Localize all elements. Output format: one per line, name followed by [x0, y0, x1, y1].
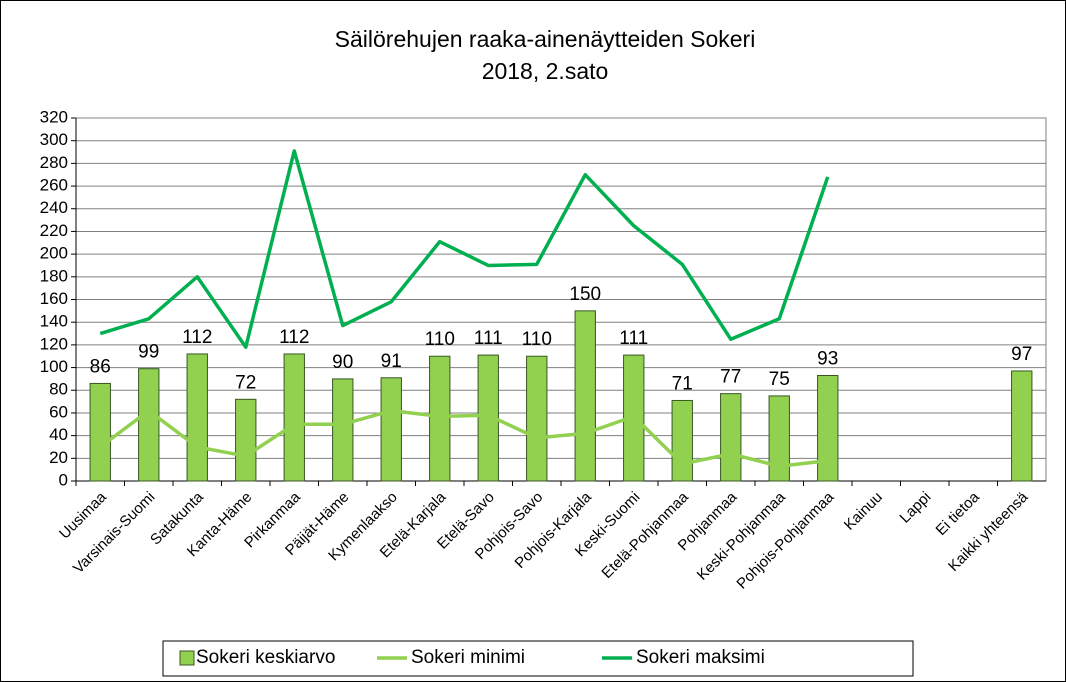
y-tick-label: 280 — [40, 153, 68, 172]
bar — [768, 395, 790, 482]
bar — [429, 355, 451, 482]
data-label: 110 — [522, 329, 552, 350]
bar — [720, 393, 742, 482]
bar — [380, 377, 402, 482]
data-label: 72 — [235, 372, 256, 393]
y-tick-label: 120 — [40, 334, 68, 353]
y-tick-label: 220 — [40, 221, 68, 240]
bar — [332, 378, 354, 482]
y-tick-label: 80 — [49, 380, 68, 399]
legend-label: Sokeri keskiarvo — [196, 647, 335, 668]
data-label: 75 — [769, 369, 790, 390]
bar — [235, 398, 257, 482]
bar — [138, 368, 160, 482]
bar — [671, 399, 693, 482]
data-label: 111 — [474, 328, 503, 349]
bar — [89, 382, 111, 482]
bar — [574, 310, 596, 482]
bar — [817, 375, 839, 482]
data-label: 97 — [1011, 344, 1032, 365]
data-label: 99 — [138, 342, 159, 363]
y-tick-label: 320 — [40, 107, 68, 126]
y-tick-label: 140 — [40, 312, 68, 331]
y-tick-label: 180 — [40, 266, 68, 285]
legend-swatch — [179, 650, 195, 666]
chart-subtitle: 2018, 2.sato — [482, 58, 609, 84]
data-label: 71 — [672, 373, 693, 394]
y-tick-label: 260 — [40, 176, 68, 195]
data-label: 77 — [720, 367, 741, 388]
y-tick-label: 200 — [40, 244, 68, 263]
y-tick-label: 160 — [40, 289, 68, 308]
data-label: 90 — [332, 352, 353, 373]
data-label: 110 — [425, 329, 455, 350]
y-tick-label: 20 — [49, 448, 68, 467]
bar — [283, 353, 305, 482]
data-label: 86 — [90, 356, 111, 377]
y-tick-label: 60 — [49, 402, 68, 421]
chart-title: Säilörehujen raaka-ainenäytteiden Sokeri — [335, 26, 756, 52]
bar — [186, 353, 208, 482]
legend-label: Sokeri minimi — [411, 647, 525, 668]
y-tick-label: 300 — [40, 130, 68, 149]
legend: Sokeri keskiarvo Sokeri minimi Sokeri maks… — [162, 640, 914, 677]
line — [99, 149, 830, 349]
line — [99, 408, 828, 469]
data-label: 112 — [182, 327, 212, 348]
bar — [526, 355, 548, 482]
y-tick-label: 40 — [49, 425, 68, 444]
y-tick-label: 240 — [40, 198, 68, 217]
legend-box — [162, 640, 914, 677]
data-label: 93 — [817, 349, 838, 370]
legend-label: Sokeri maksimi — [636, 647, 765, 668]
data-label: 112 — [279, 327, 309, 348]
data-label: 150 — [569, 284, 601, 305]
y-tick-label: 0 — [59, 470, 68, 489]
data-label: 111 — [619, 328, 648, 349]
y-tick-label: 100 — [40, 357, 68, 376]
bar — [1011, 370, 1033, 482]
data-label: 91 — [381, 351, 402, 372]
